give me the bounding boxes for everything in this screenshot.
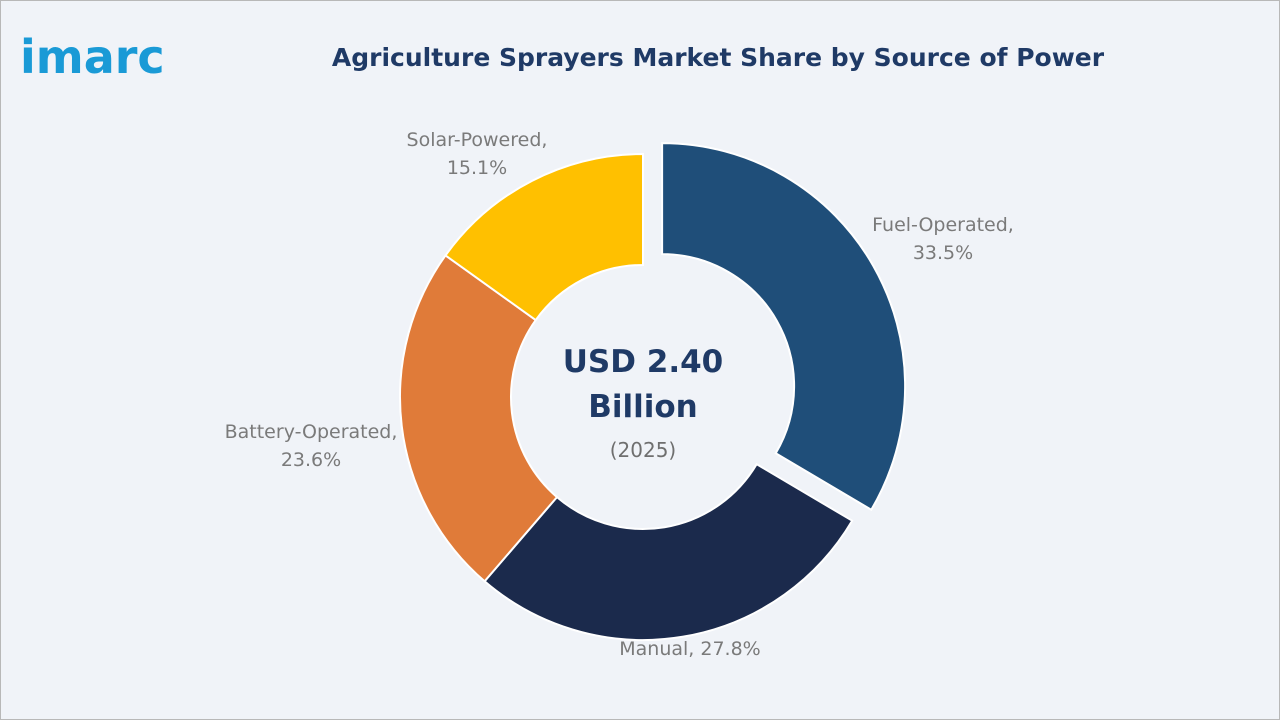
slice-label: Manual, 27.8%: [619, 638, 760, 660]
category-label: Battery-Operated,: [225, 421, 398, 443]
category-label: Manual,: [619, 638, 694, 660]
donut-slice: [483, 462, 854, 641]
center-year: (2025): [610, 438, 677, 462]
value-label: 15.1%: [447, 157, 507, 179]
category-label: Fuel-Operated,: [872, 214, 1014, 236]
donut-slice: [444, 152, 644, 322]
chart-title: Agriculture Sprayers Market Share by Sou…: [332, 43, 1105, 72]
donut-slice: [399, 254, 559, 583]
value-label: 33.5%: [913, 242, 973, 264]
value-label: 23.6%: [281, 449, 341, 471]
donut-slice: [661, 142, 907, 512]
logo: imarc: [20, 30, 165, 84]
category-label: Solar-Powered,: [407, 129, 548, 151]
value-label: 27.8%: [700, 638, 760, 660]
donut: [399, 142, 907, 641]
center-unit: Billion: [588, 389, 698, 425]
center-value: USD 2.40: [563, 344, 724, 380]
